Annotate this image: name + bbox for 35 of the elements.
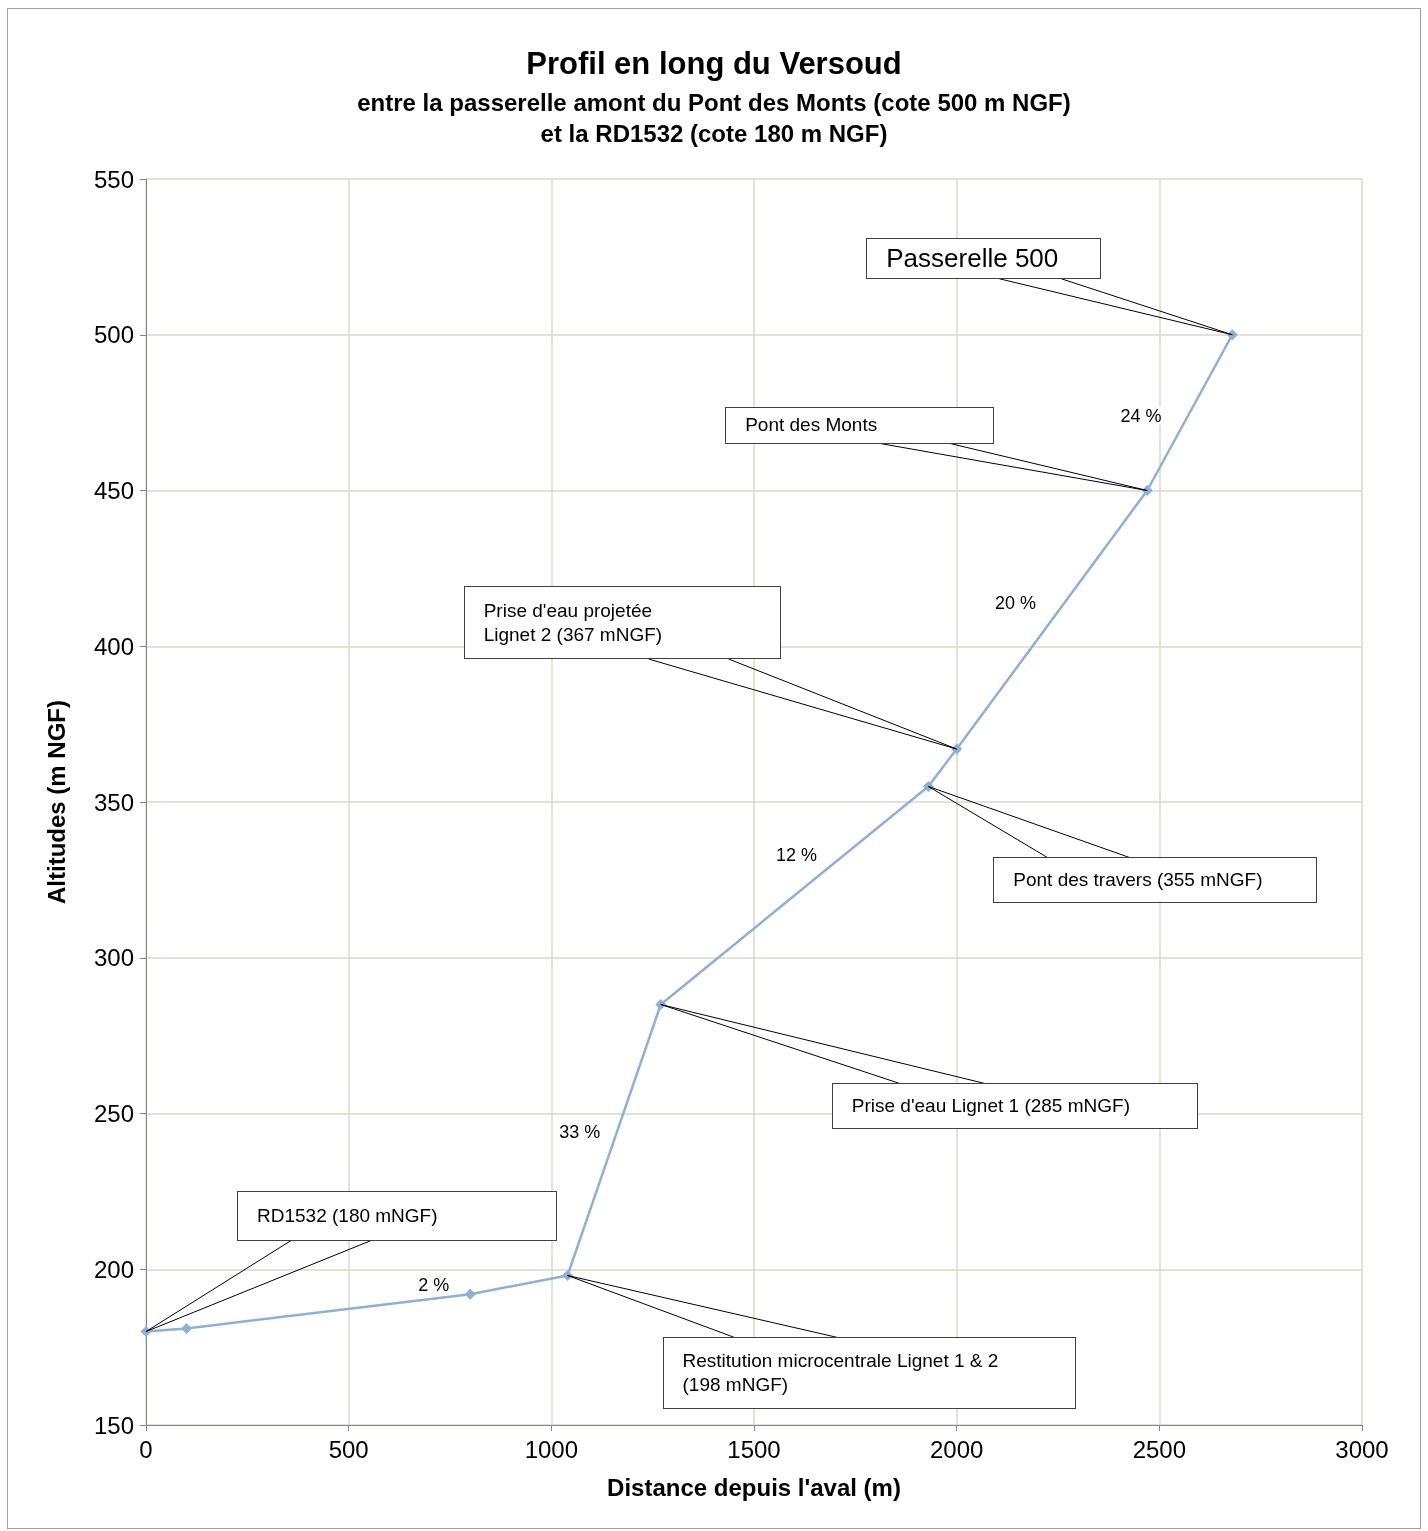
x-tick-label: 1000	[524, 1435, 579, 1463]
callout-box: Passerelle 500	[866, 237, 1102, 279]
y-tick-label: 350	[93, 788, 134, 816]
annotation: 20 %	[994, 592, 1036, 613]
callout-box: Pont des Monts	[725, 406, 995, 444]
point	[464, 1288, 476, 1300]
annotation: 12 %	[776, 844, 818, 865]
annotation: 24 %	[1120, 405, 1162, 426]
callout-box: Restitution microcentrale Lignet 1 & 2 (198 mNGF)	[662, 1337, 1076, 1410]
x-tick-label: 0	[139, 1435, 153, 1463]
y-axis-title: Altitudes (m NGF)	[42, 700, 70, 904]
x-tick-label: 2000	[929, 1435, 984, 1463]
y-tick-label: 200	[93, 1255, 134, 1283]
y-tick-label: 250	[93, 1100, 134, 1127]
point	[181, 1322, 193, 1334]
chart-subtitle: entre la passerelle amont du Pont des Monts (cote 500 m NGF) et la RD1532 (cote 180 m NGF)	[357, 89, 1071, 147]
y-tick-label: 300	[93, 944, 134, 972]
annotation: 2 %	[418, 1274, 450, 1295]
y-tick-label: 150	[93, 1411, 134, 1439]
y-tick-label: 400	[93, 632, 134, 660]
point	[655, 998, 667, 1010]
x-axis-title: Distance depuis l'aval (m)	[607, 1473, 901, 1501]
chart-title: Profil en long du Versoud	[526, 46, 902, 81]
y-tick-label: 450	[93, 477, 134, 504]
x-tick-label: 2500	[1132, 1435, 1187, 1463]
callout-box: Pont des travers (355 mNGF)	[993, 857, 1318, 904]
x-tick-label: 500	[328, 1435, 369, 1463]
annotation: 33 %	[559, 1122, 601, 1143]
y-tick-label: 550	[93, 165, 134, 193]
y-tick-label: 500	[93, 321, 134, 349]
x-tick-label: 1500	[727, 1435, 781, 1463]
callout-box: RD1532 (180 mNGF)	[237, 1190, 557, 1241]
callout-box: Prise d'eau Lignet 1 (285 mNGF)	[831, 1083, 1198, 1130]
x-tick-label: 3000	[1335, 1435, 1389, 1463]
callout-box: Prise d'eau projetée Lignet 2 (367 mNGF)	[463, 586, 781, 660]
